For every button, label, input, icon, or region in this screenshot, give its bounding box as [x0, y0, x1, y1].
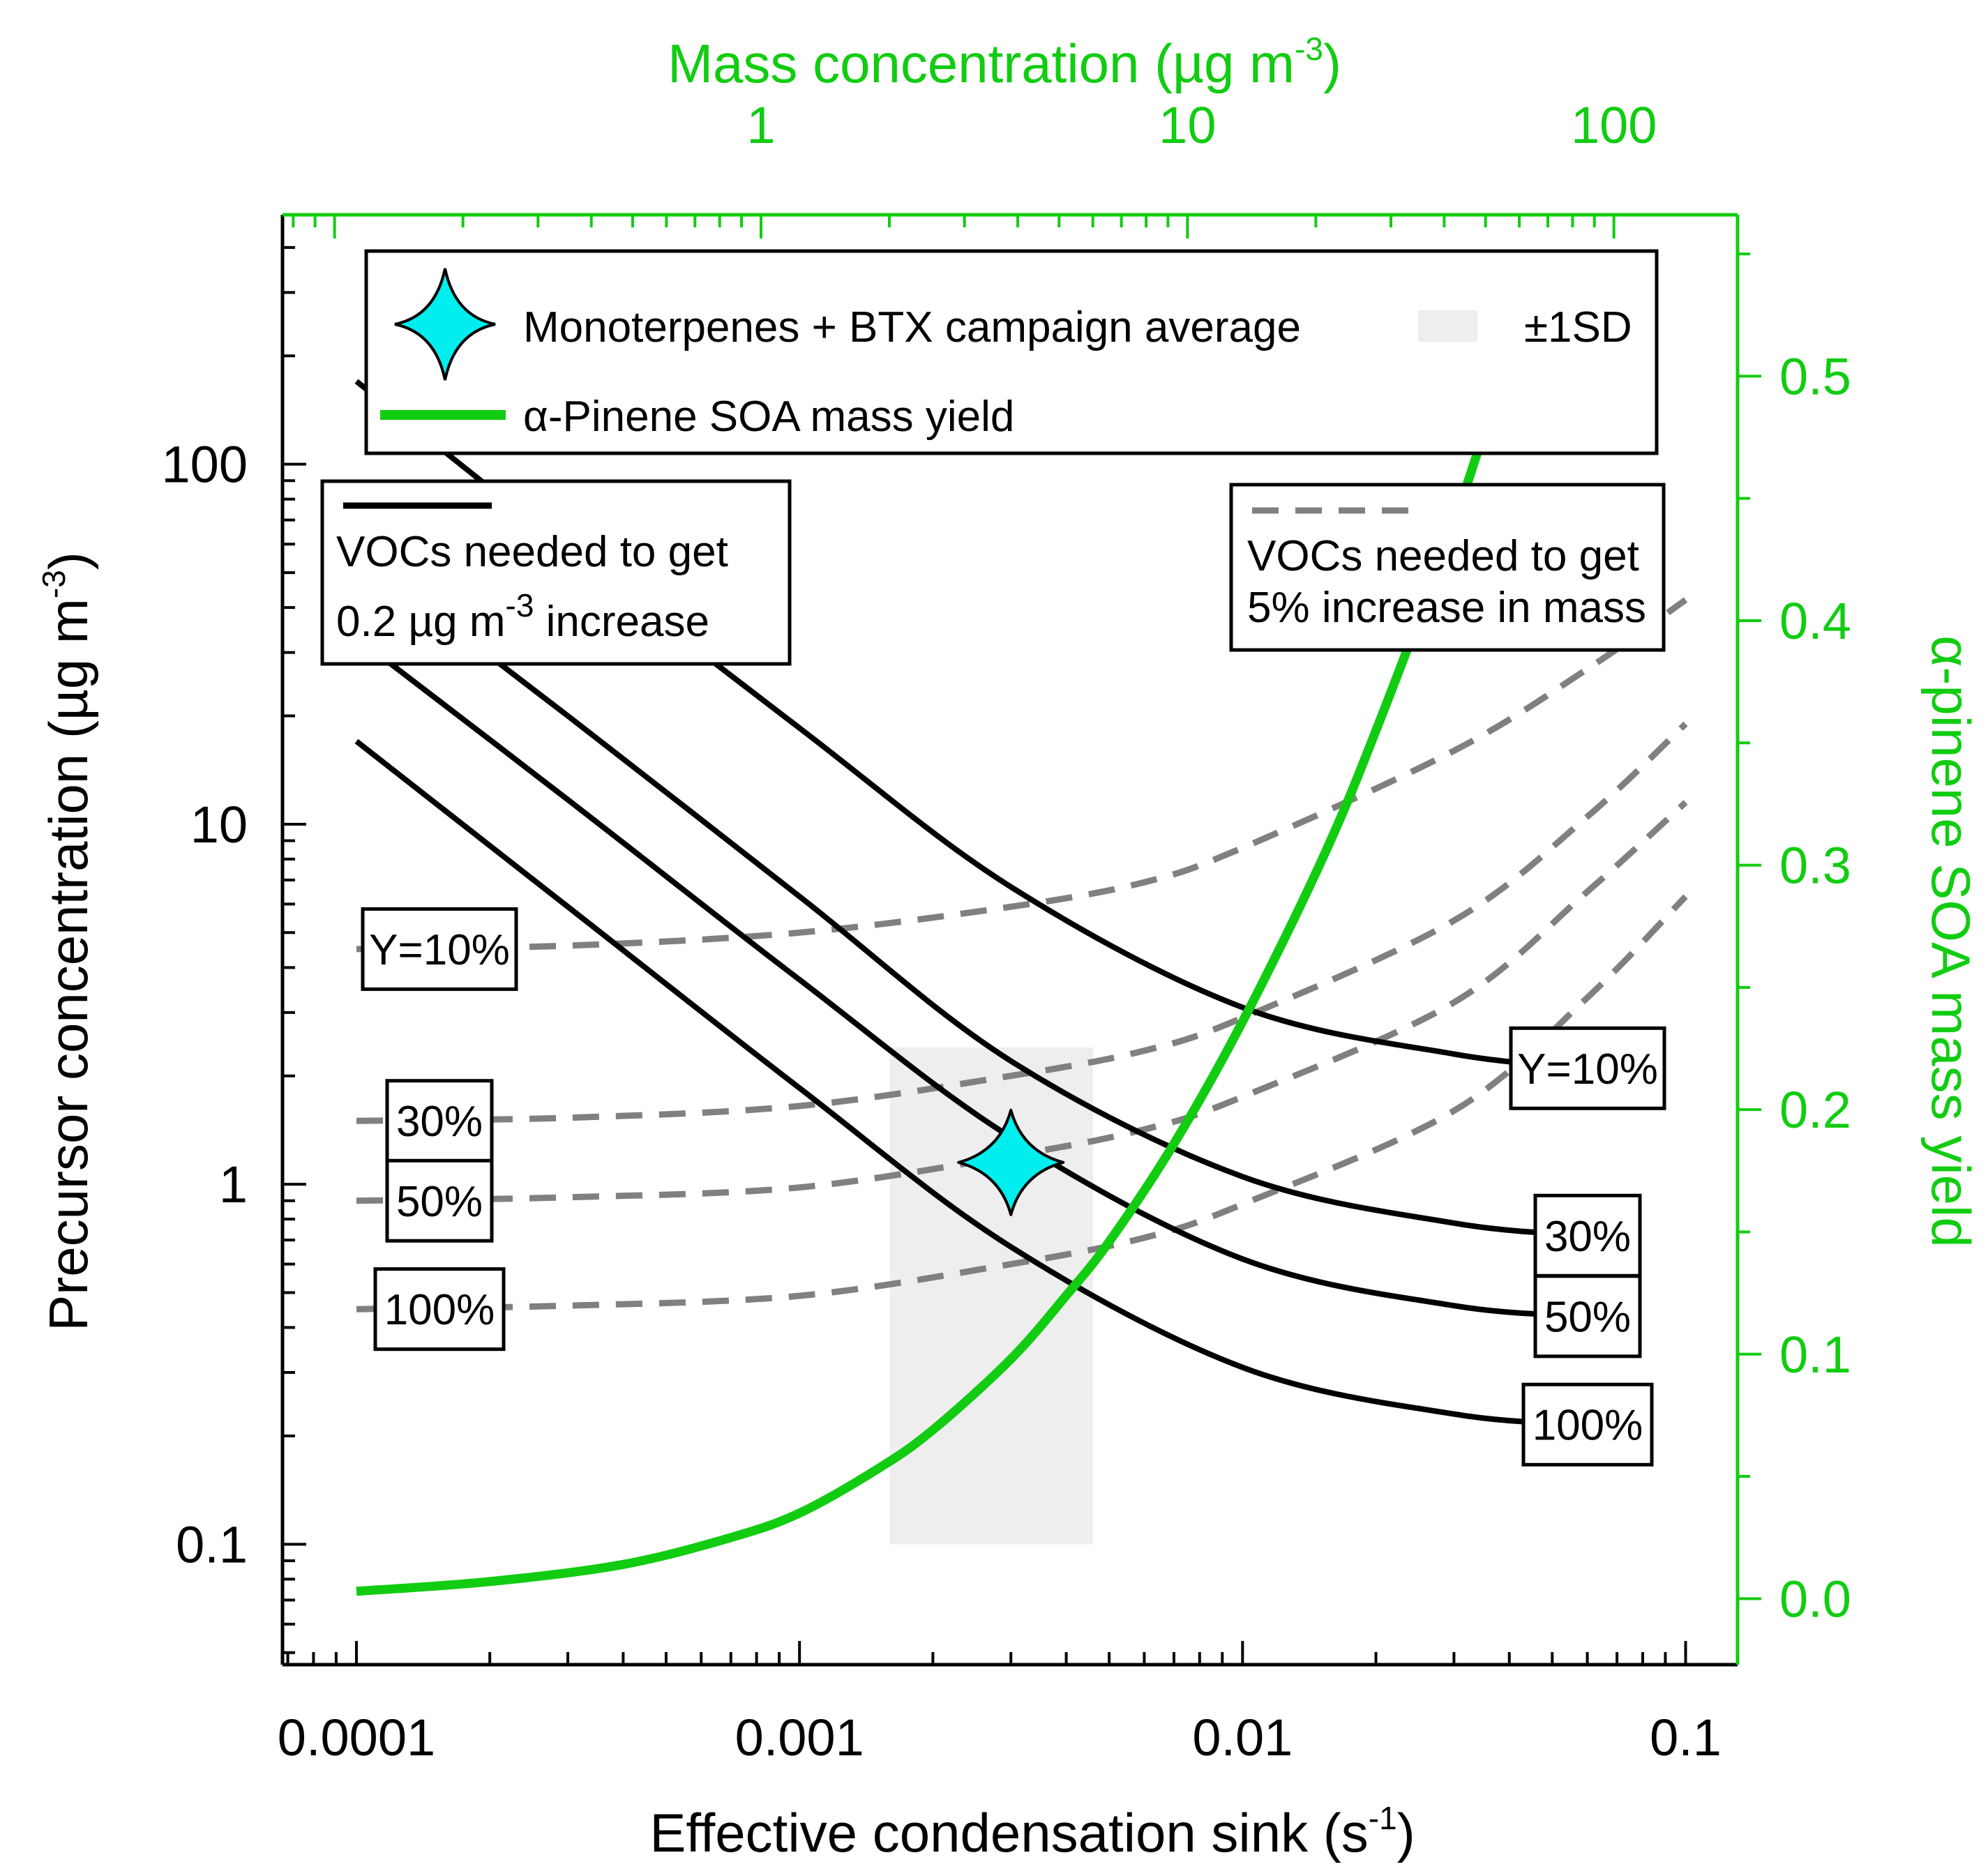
green-series-line: [356, 350, 1514, 1596]
solid-label-3: 100%: [1521, 1382, 1654, 1467]
dashed-label-2-box: [385, 1158, 494, 1243]
dashed-legend-line2: 5% increase in mass: [1247, 584, 1646, 632]
solid-legend: VOCs needed to get 0.2 µg m-3 increase: [320, 479, 792, 666]
dashed-legend: VOCs needed to get 5% increase in mass: [1229, 483, 1666, 652]
legend-star-icon: [394, 268, 496, 381]
left-axis-tick-label: 1: [219, 1156, 248, 1213]
solid-label-0: Y=10%: [1509, 1026, 1666, 1110]
bottom-axis-title: Effective condensation sink (s-1): [649, 1800, 1415, 1863]
solid-legend-box: [320, 479, 792, 666]
green-series-group: [356, 350, 1514, 1596]
right-axis-tick-label: 0.5: [1779, 347, 1851, 405]
dashed-label-1-box: [385, 1079, 494, 1163]
top-axis-tick-label: 1: [746, 96, 775, 154]
bottom-axis-tick-label: 0.1: [1650, 1709, 1722, 1766]
dashed-label-2: 50%: [385, 1158, 494, 1243]
bottom-axis-tick-label: 0.01: [1192, 1709, 1293, 1766]
right-axis-tick-label: 0.0: [1779, 1570, 1851, 1628]
left-axis-tick-label: 0.1: [176, 1515, 248, 1573]
legend-green-label: α-Pinene SOA mass yield: [523, 393, 1014, 441]
dashed-series-line-0: [356, 597, 1688, 953]
right-axis-tick-label: 0.3: [1779, 837, 1851, 895]
right-axis-tick-label: 0.2: [1779, 1081, 1851, 1139]
bottom-axis-tick-label: 0.0001: [278, 1709, 435, 1766]
solid-label-1-text: 30%: [1544, 1213, 1631, 1261]
dashed-label-1: 30%: [385, 1079, 494, 1163]
dashed-label-1-text: 30%: [396, 1098, 483, 1146]
campaign-average-star-marker: [957, 1108, 1065, 1216]
top-axis-tick-label: 10: [1159, 96, 1216, 154]
dashed-series-line-1: [356, 721, 1688, 1124]
top-axis-ticks: 1 10 100: [292, 96, 1657, 239]
dashed-label-0: Y=10%: [361, 907, 518, 991]
right-axis-ticks: 0.0 0.1 0.2 0.3 0.4 0.5: [1738, 252, 1851, 1628]
solid-series-line-3: [354, 739, 1588, 1428]
legend-star-label: Monoterpenes + BTX campaign average: [523, 303, 1301, 351]
left-axis-tick-label: 10: [190, 796, 248, 854]
main-legend-box: [364, 249, 1659, 455]
solid-label-2-text: 50%: [1544, 1293, 1631, 1341]
left-axis-tick-label: 100: [162, 436, 248, 494]
solid-series-line-2: [354, 635, 1588, 1319]
line-labels: Y=10% 30% 50% 100% Y=10% 30% 50% 100%: [361, 907, 1666, 1467]
solid-legend-line2: 0.2 µg m-3 increase: [336, 587, 709, 646]
solid-label-2: 50%: [1533, 1274, 1642, 1359]
dashed-label-0-box: [361, 907, 518, 991]
main-legend: Monoterpenes + BTX campaign average ±1SD…: [364, 249, 1659, 455]
solid-series-line-1: [354, 552, 1588, 1239]
top-axis-title: Mass concentration (µg m-3): [668, 31, 1341, 94]
top-axis-tick-label: 100: [1571, 96, 1657, 154]
dashed-label-3: 100%: [373, 1267, 506, 1352]
dashed-label-2-text: 50%: [396, 1178, 483, 1226]
bottom-axis-tick-label: 0.001: [735, 1709, 864, 1766]
left-axis-ticks: 0.1 1 10 100: [162, 245, 306, 1654]
solid-label-3-box: [1521, 1382, 1654, 1467]
solid-label-1: 30%: [1533, 1193, 1642, 1278]
solid-label-2-box: [1533, 1274, 1642, 1359]
dashed-series-line-2: [356, 800, 1688, 1204]
legend-sd-swatch: [1418, 310, 1477, 342]
solid-label-0-text: Y=10%: [1517, 1045, 1658, 1094]
right-axis-title: α-pinene SOA mass yield: [1920, 635, 1982, 1248]
dashed-label-3-text: 100%: [384, 1286, 495, 1334]
dashed-legend-line1: VOCs needed to get: [1247, 532, 1639, 580]
solid-label-3-text: 100%: [1533, 1402, 1643, 1450]
dashed-label-3-box: [373, 1267, 506, 1352]
solid-label-0-box: [1509, 1026, 1666, 1110]
legend-sd-label: ±1SD: [1524, 303, 1632, 351]
dashed-label-0-text: Y=10%: [369, 926, 510, 974]
right-axis-tick-label: 0.4: [1779, 592, 1851, 650]
sd-band: [889, 1047, 1094, 1545]
right-axis-tick-label: 0.1: [1779, 1326, 1851, 1384]
left-axis-title: Precursor concentration (µg m-3): [36, 552, 99, 1331]
bottom-axis-ticks: 0.0001 0.001 0.01 0.1: [278, 1641, 1722, 1766]
solid-legend-line1: VOCs needed to get: [336, 528, 728, 576]
